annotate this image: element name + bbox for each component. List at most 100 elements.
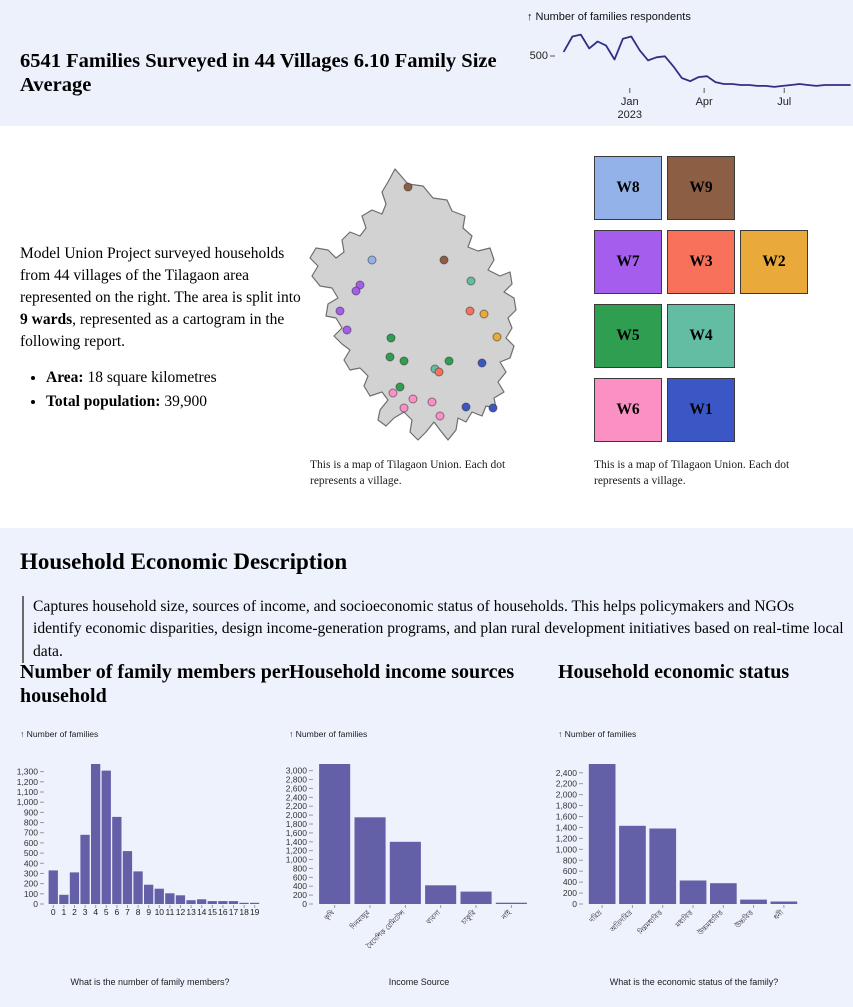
svg-text:Jul: Jul	[777, 96, 791, 108]
y-axis-label-income-sources: ↑ Number of families	[289, 729, 368, 739]
svg-text:1,000: 1,000	[556, 844, 578, 854]
ward-label: W2	[762, 253, 786, 270]
bar	[649, 828, 677, 904]
category-label: 3	[83, 907, 88, 917]
svg-text:300: 300	[24, 868, 38, 878]
category-label: 18	[239, 907, 249, 917]
bar	[144, 884, 154, 904]
category-label: উচ্চবিত্ত	[732, 907, 755, 930]
village-dot	[434, 367, 444, 377]
svg-text:1,600: 1,600	[556, 812, 578, 822]
category-label: 15	[208, 907, 218, 917]
bar	[154, 888, 164, 904]
stat-population-value: 39,900	[160, 393, 207, 410]
category-label: 8	[136, 907, 141, 917]
economic-section-bg	[0, 528, 853, 1007]
category-label: 12	[176, 907, 186, 917]
map-caption: This is a map of Tilagaon Union. Each do…	[310, 459, 506, 487]
bar	[122, 851, 133, 904]
category-label: ধনী	[772, 907, 786, 921]
village-dot	[427, 397, 437, 407]
stat-population-label: Total population:	[46, 393, 161, 410]
village-dot	[385, 352, 395, 362]
bar-chart-economic-status: 02004006008001,0001,2001,4001,6001,8002,…	[556, 764, 798, 938]
category-label: মধ্যবিত্ত	[673, 908, 695, 930]
svg-text:2,400: 2,400	[286, 792, 308, 802]
svg-text:Apr: Apr	[696, 96, 713, 108]
ward-label: W6	[616, 401, 640, 418]
stat-area-value: 18 square kilometres	[83, 369, 217, 386]
ward-label: W9	[689, 179, 713, 196]
svg-text:600: 600	[24, 838, 38, 848]
ward-cell-w4: W4	[667, 304, 735, 368]
bar	[250, 902, 260, 904]
bar	[101, 770, 111, 904]
bar	[112, 816, 122, 904]
svg-text:400: 400	[563, 877, 577, 887]
svg-text:1,800: 1,800	[286, 819, 308, 829]
bar	[495, 902, 527, 904]
section-heading: Household Economic Description	[20, 549, 348, 574]
x-axis-label-family-members: What is the number of family members?	[70, 977, 230, 987]
svg-text:1,200: 1,200	[286, 846, 308, 856]
bar	[710, 883, 737, 904]
intro-paragraph: Model Union Project surveyed households …	[20, 243, 302, 353]
svg-text:200: 200	[24, 879, 38, 889]
intro-paragraph-bold: 9 wards	[20, 311, 73, 328]
ward-cell-w6: W6	[594, 378, 662, 442]
svg-text:500: 500	[530, 50, 548, 62]
category-label: 7	[125, 907, 130, 917]
svg-text:1,100: 1,100	[17, 787, 39, 797]
ward-cartogram: W8 W9 W7 W3 W2 W5 W4 W6 W1	[594, 156, 816, 446]
category-label: 11	[165, 907, 174, 917]
y-axis-label-family-members: ↑ Number of families	[20, 729, 99, 739]
svg-text:2,000: 2,000	[286, 810, 308, 820]
category-label: নাই	[499, 909, 513, 923]
bar	[619, 825, 646, 904]
category-label: 4	[93, 907, 98, 917]
chart-title-income-sources: Household income sources	[289, 661, 515, 683]
ward-label: W4	[689, 327, 713, 344]
village-dot	[399, 403, 409, 413]
category-label: অতিদরিদ্র	[608, 909, 634, 935]
village-dot	[465, 306, 475, 316]
svg-text:500: 500	[24, 848, 38, 858]
village-dot	[399, 356, 409, 366]
ward-label: W7	[616, 253, 640, 270]
svg-text:1,800: 1,800	[556, 801, 578, 811]
ward-cell-w9: W9	[667, 156, 735, 220]
bar	[389, 841, 421, 904]
village-dot	[488, 403, 498, 413]
sparkline-y-axis-label: ↑ Number of families respondents	[527, 11, 691, 23]
stats-list: Area: 18 square kilometres Total populat…	[20, 367, 302, 413]
village-dot	[492, 332, 502, 342]
ward-label: W1	[689, 401, 713, 418]
svg-text:800: 800	[24, 818, 38, 828]
village-dot	[351, 286, 361, 296]
bar	[228, 901, 239, 904]
bar	[207, 901, 217, 904]
svg-text:600: 600	[293, 872, 307, 882]
bar-chart-family-members: 01002003004005006007008009001,0001,1001,…	[17, 764, 260, 917]
category-label: 10	[155, 907, 165, 917]
village-dot	[388, 388, 398, 398]
ward-cell-w2: W2	[740, 230, 808, 294]
village-dot	[439, 255, 449, 265]
bar	[354, 817, 386, 904]
bar	[186, 900, 196, 904]
header-banner	[0, 0, 853, 126]
ward-cell-w3: W3	[667, 230, 735, 294]
svg-text:2,200: 2,200	[556, 779, 578, 789]
category-label: ব্যবসা	[425, 909, 443, 927]
stat-area-label: Area:	[46, 369, 84, 386]
svg-text:1,600: 1,600	[286, 828, 308, 838]
category-label: নিম্নমধ্যবিত্ত	[636, 908, 665, 937]
category-label: 14	[197, 907, 207, 917]
village-dot	[335, 306, 345, 316]
intro-paragraph-text-after: , represented as a cartogram in the foll…	[20, 311, 285, 350]
category-label: 1	[62, 907, 67, 917]
ward-cell-w1: W1	[667, 378, 735, 442]
bar	[218, 901, 228, 904]
village-dot	[444, 356, 454, 366]
